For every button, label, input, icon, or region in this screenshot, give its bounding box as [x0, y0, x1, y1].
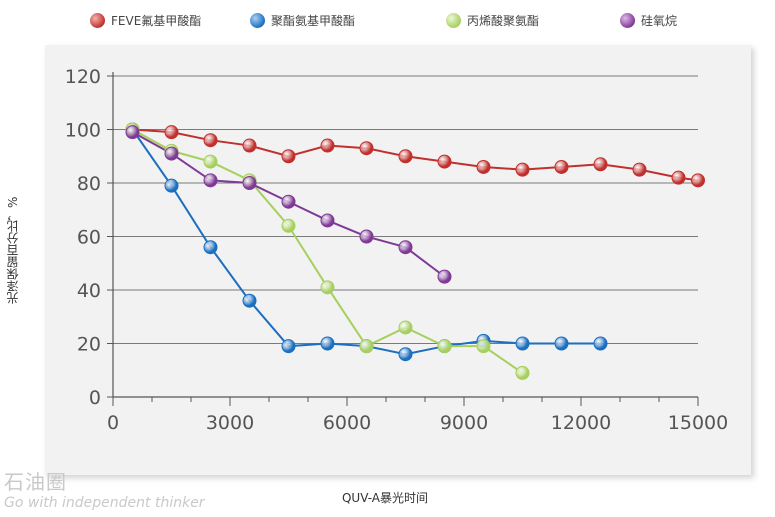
legend-marker-feve: [90, 13, 105, 28]
y-tick-label-4: 80: [77, 173, 101, 195]
legend-item-polyester: 聚酯氨基甲酸酯: [250, 12, 355, 29]
watermark-slogan: Go with independent thinker: [4, 495, 205, 511]
legend-label-feve: FEVE氟基甲酸酯: [111, 14, 202, 28]
legend-marker-polyester: [250, 13, 265, 28]
series-0-point-12: [593, 157, 608, 172]
series-3-point-2: [203, 173, 218, 188]
watermark: 石油圈 Go with independent thinker: [4, 466, 205, 511]
x-tick-label-2: 6000: [323, 412, 371, 434]
series-3-point-7: [398, 240, 413, 255]
series-1-point-12: [593, 336, 608, 351]
series-0-point-2: [203, 133, 218, 148]
series-0-point-11: [554, 159, 569, 174]
x-tick-label-4: 12000: [551, 412, 611, 434]
legend-item-feve: FEVE氟基甲酸酯: [90, 12, 201, 29]
legend-label-acrylic: 丙烯酸聚氨酯: [467, 14, 540, 28]
y-tick-label-2: 40: [77, 280, 101, 302]
series-0-point-1: [164, 125, 179, 140]
series-0-point-9: [476, 159, 491, 174]
y-tick-label-3: 60: [77, 227, 101, 249]
series-2-point-8: [437, 339, 452, 354]
series-3-point-3: [242, 176, 257, 190]
x-tick-label-0: 0: [107, 412, 119, 434]
legend-marker-siloxane: [620, 13, 635, 28]
y-tick-label-5: 100: [65, 120, 101, 142]
legend-label-polyester: 聚酯氨基甲酸酯: [271, 14, 356, 28]
legend-marker-acrylic: [446, 13, 461, 28]
y-tick-label-1: 20: [77, 334, 101, 356]
series-0-point-6: [359, 141, 374, 156]
series-0-point-15: [691, 173, 705, 188]
series-2-point-7: [398, 320, 413, 335]
series-2-point-9: [476, 339, 491, 354]
series-1-point-1: [164, 178, 179, 193]
series-2-point-6: [359, 339, 374, 354]
series-0-point-10: [515, 162, 530, 177]
series-0-point-13: [632, 162, 647, 177]
series-2-point-10: [515, 365, 530, 380]
series-0-point-3: [242, 138, 257, 153]
series-0-point-5: [320, 138, 335, 153]
series-3-point-1: [164, 146, 179, 161]
series-3-point-4: [281, 194, 296, 209]
series-1-point-10: [515, 336, 530, 351]
x-tick-label-3: 9000: [440, 412, 488, 434]
series-1-point-4: [281, 339, 296, 354]
series-2-point-4: [281, 218, 296, 233]
series-2-point-2: [203, 154, 218, 169]
series-1-point-5: [320, 336, 335, 351]
y-axis-label: 光泽保留百分比，%: [6, 196, 20, 304]
series-line-0: [132, 128, 699, 182]
series-0-point-4: [281, 149, 296, 164]
legend-item-siloxane: 硅氧烷: [620, 12, 677, 29]
legend-label-siloxane: 硅氧烷: [641, 14, 678, 28]
series-0-point-8: [437, 154, 452, 169]
series-1-point-2: [203, 240, 218, 255]
series-3-point-5: [320, 213, 335, 228]
series-1-point-11: [554, 336, 569, 351]
legend-item-acrylic: 丙烯酸聚氨酯: [446, 12, 539, 29]
x-axis-label: QUV-A暴光时间: [341, 491, 428, 505]
x-tick-label-5: 15000: [668, 412, 728, 434]
series-3-point-0: [125, 125, 140, 140]
x-tick-label-1: 3000: [206, 412, 254, 434]
legend: FEVE氟基甲酸酯 聚酯氨基甲酸酯 丙烯酸聚氨酯 硅氧烷: [0, 12, 775, 38]
series-3-point-6: [359, 229, 374, 244]
series-1-point-7: [398, 347, 413, 362]
y-tick-label-0: 0: [89, 387, 101, 409]
series-1-point-3: [242, 293, 257, 308]
series-2-point-5: [320, 280, 335, 295]
y-tick-label-6: 120: [65, 66, 101, 88]
watermark-logo: 石油圈: [4, 470, 67, 494]
series-0-point-14: [671, 170, 686, 185]
series-3-point-8: [437, 269, 452, 284]
series-0-point-7: [398, 149, 413, 164]
plot-background: [45, 45, 751, 475]
